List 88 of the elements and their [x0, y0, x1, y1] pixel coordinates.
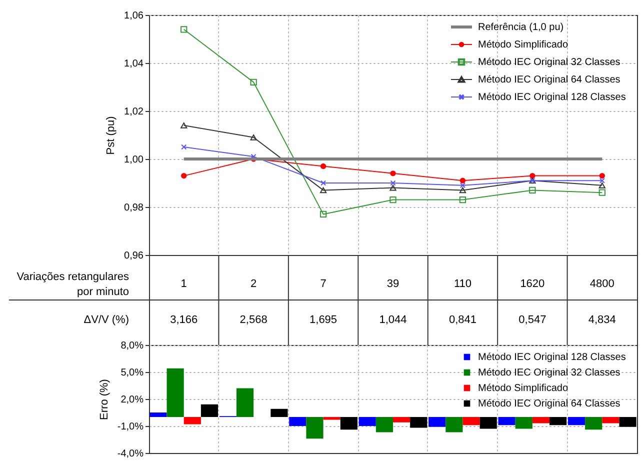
text: ΔV/V (%)	[84, 314, 129, 326]
x-tick-label: 2	[250, 278, 257, 290]
x-tick-label: 1620	[520, 278, 545, 290]
text: 4,834	[588, 314, 616, 326]
legend-label: Método IEC Original 128 Classes	[478, 352, 626, 363]
bar	[393, 417, 410, 422]
bar	[619, 417, 636, 427]
text: 0,547	[518, 314, 546, 326]
y-axis-title: Erro (%)	[98, 379, 110, 420]
bar	[446, 417, 463, 432]
y-tick-label: 2,0%	[120, 394, 144, 406]
y-axis-title: Pst (pu)	[105, 116, 118, 155]
point	[599, 178, 605, 184]
point	[320, 210, 327, 218]
bar	[462, 417, 480, 426]
x-tick-label: 4800	[590, 278, 614, 290]
point	[320, 180, 326, 186]
text: 0,841	[448, 314, 476, 326]
point	[250, 78, 257, 86]
bar	[376, 417, 393, 432]
legend-label: Método Simplificado	[478, 383, 568, 394]
bar	[410, 417, 428, 428]
bar	[306, 417, 324, 439]
x-axis-title: Variações retangulares por minuto	[16, 271, 130, 298]
point	[459, 196, 466, 204]
point	[181, 172, 187, 179]
y-tick-label: -1,0%	[117, 422, 144, 432]
legend-label: Método IEC Original 128 Classes	[478, 92, 626, 103]
legend-label: Referência (1,0 pu)	[478, 22, 564, 33]
y-tick-label: -4,0%	[117, 448, 144, 460]
bar	[550, 417, 567, 426]
y-tick-label: 1,00	[124, 154, 144, 166]
point	[390, 170, 396, 176]
bar	[480, 417, 497, 429]
legend-label: Método IEC Original 64 Classes	[478, 74, 620, 86]
bar	[166, 368, 184, 417]
point	[181, 144, 187, 150]
point	[180, 122, 188, 128]
point	[530, 172, 536, 179]
bar	[340, 417, 358, 430]
point	[390, 196, 396, 204]
y-tick-label: 8,0%	[120, 340, 144, 352]
bar	[184, 417, 201, 424]
bar	[270, 408, 288, 417]
bar	[498, 417, 516, 426]
y-tick-label: 1,04	[124, 58, 144, 70]
legend-label: Método IEC Original 32 Classes	[478, 57, 620, 68]
x-tick-label: 7	[320, 278, 326, 290]
point	[598, 182, 606, 188]
point	[460, 182, 466, 188]
bar	[428, 417, 446, 427]
text: 2,568	[240, 314, 268, 326]
legend-label: Método IEC Original 32 Classes	[478, 368, 620, 378]
bar	[602, 417, 620, 424]
legend-label: Método Simplificado	[478, 40, 568, 50]
x-tick-label: 110	[454, 278, 472, 290]
bar	[236, 388, 254, 417]
point	[180, 26, 188, 33]
x-tick-label: 39	[386, 278, 400, 290]
y-tick-label: 0,98	[124, 202, 144, 214]
y-tick-label: 0,96	[124, 250, 144, 262]
point	[599, 172, 605, 179]
bar	[289, 417, 306, 426]
point	[390, 180, 396, 186]
bar	[515, 417, 532, 429]
y-tick-label: 5,0%	[120, 368, 144, 378]
bar	[358, 417, 376, 426]
legend-label: Método IEC Original 64 Classes	[478, 398, 620, 410]
text: 3,166	[170, 314, 198, 326]
point	[598, 189, 606, 196]
bar	[568, 417, 586, 426]
point	[390, 184, 396, 191]
point	[320, 187, 327, 194]
y-tick-label: 1,02	[124, 106, 144, 118]
bar	[150, 412, 167, 417]
point	[529, 186, 536, 194]
bar	[323, 417, 340, 420]
y-tick-label: 1,06	[124, 10, 144, 22]
text: 1,044	[379, 314, 407, 326]
point	[460, 178, 466, 184]
point	[459, 187, 466, 194]
point	[320, 163, 326, 170]
bar	[200, 404, 218, 417]
bar	[532, 417, 550, 424]
x-tick-label: 1	[180, 278, 187, 290]
bar	[585, 417, 602, 430]
text: 1,695	[310, 314, 338, 326]
point	[250, 134, 257, 140]
